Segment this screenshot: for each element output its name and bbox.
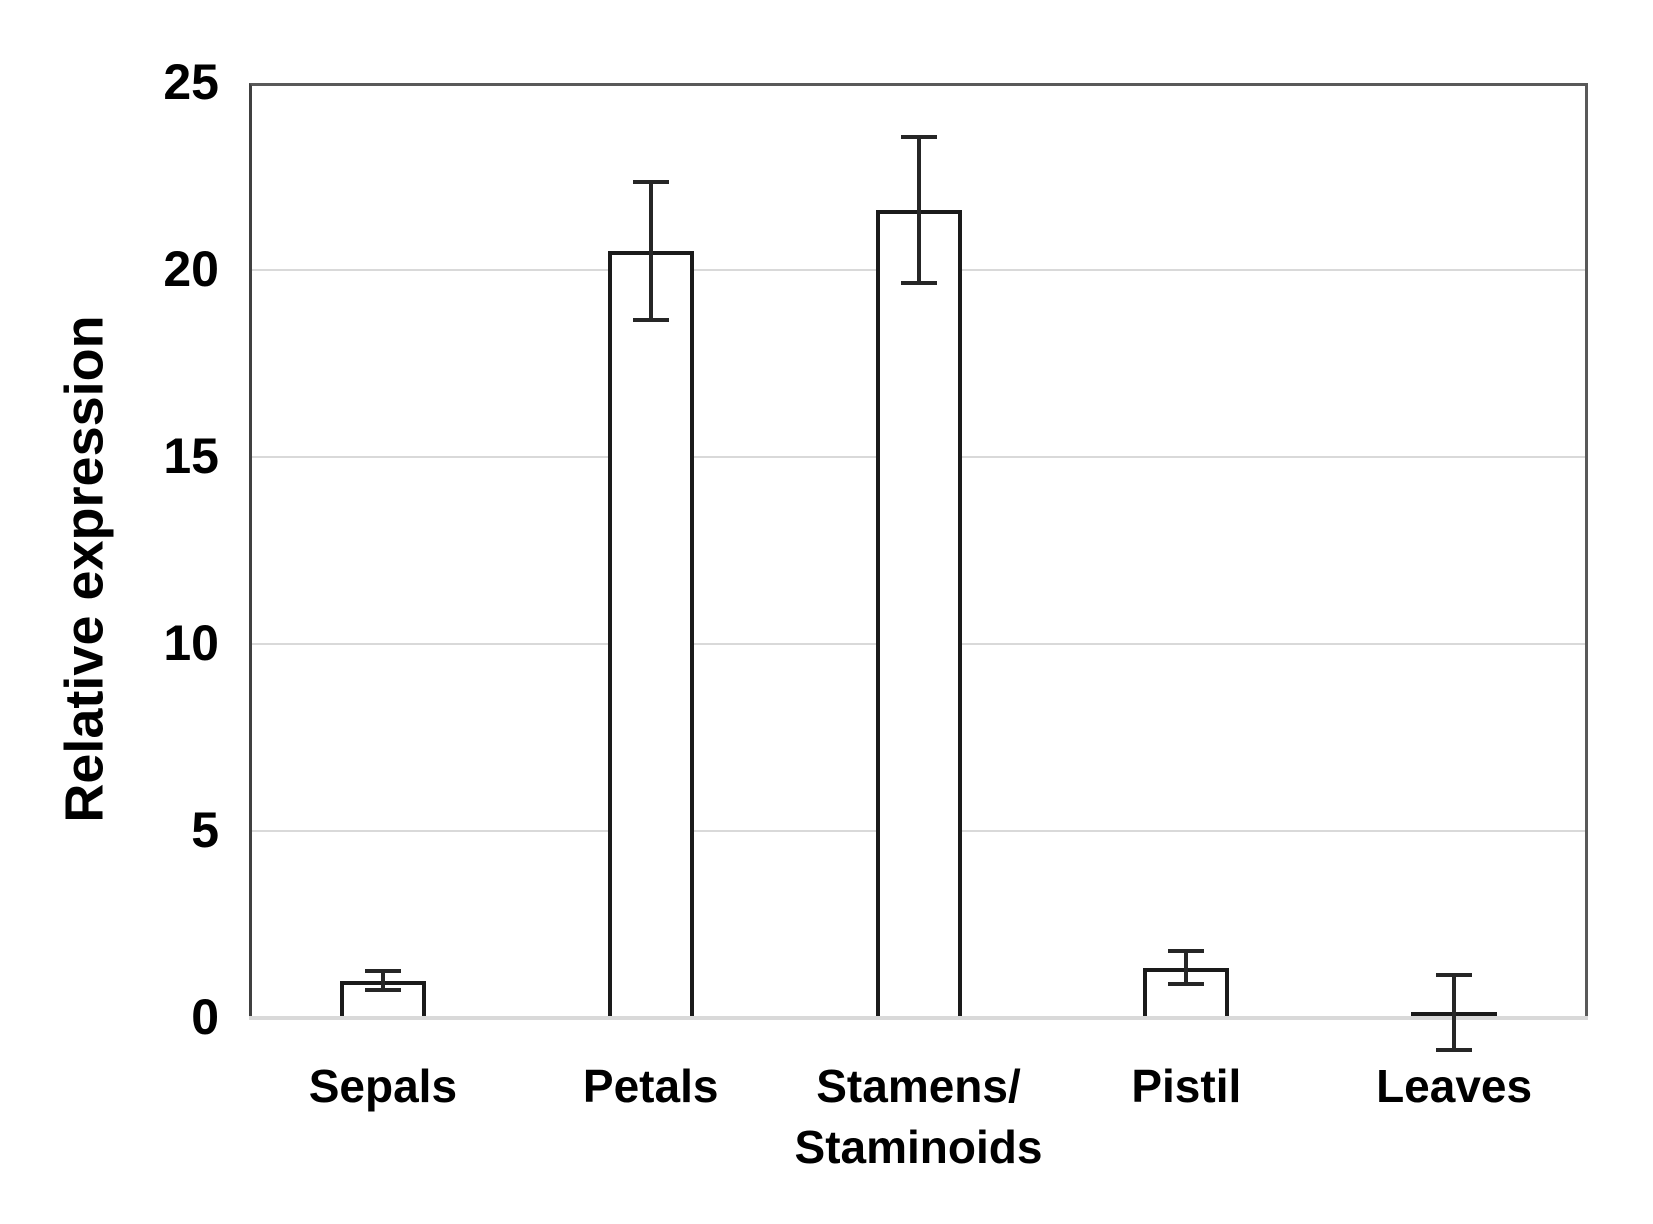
- error-bar-cap-top: [364, 969, 401, 974]
- bar: [875, 210, 962, 1018]
- error-bar-cap-bottom: [364, 987, 401, 992]
- error-bar-cap-bottom: [1168, 982, 1205, 987]
- error-bar-line: [648, 182, 653, 321]
- plot-area: [249, 83, 1588, 1018]
- error-bar-cap-top: [1436, 972, 1473, 977]
- x-category-label: Stamens/ Staminoids: [794, 1060, 1043, 1173]
- bar: [607, 251, 694, 1018]
- y-tick-label: 0: [191, 988, 219, 1045]
- x-category-label: Leaves: [1376, 1060, 1533, 1112]
- x-category-label: Petals: [582, 1060, 719, 1112]
- x-axis-line: [249, 1016, 1588, 1020]
- error-bar-line: [916, 137, 921, 284]
- error-bar-cap-bottom: [1436, 1047, 1473, 1052]
- y-tick-label: 10: [163, 614, 219, 671]
- y-tick-label: 15: [163, 427, 219, 484]
- y-tick-label: 25: [163, 53, 219, 110]
- error-bar-cap-top: [632, 180, 669, 185]
- error-bar-cap-top: [1168, 948, 1205, 953]
- y-tick-label: 20: [163, 240, 219, 297]
- x-category-label: Pistil: [1131, 1060, 1242, 1112]
- error-bar-line: [1452, 974, 1457, 1050]
- x-category-label: Sepals: [308, 1060, 458, 1112]
- y-tick-label: 5: [191, 801, 219, 858]
- error-bar-cap-bottom: [632, 318, 669, 323]
- error-bar-cap-bottom: [900, 281, 937, 286]
- error-bar-line: [380, 971, 385, 990]
- error-bar-cap-top: [900, 135, 937, 140]
- error-bar-line: [1184, 950, 1189, 985]
